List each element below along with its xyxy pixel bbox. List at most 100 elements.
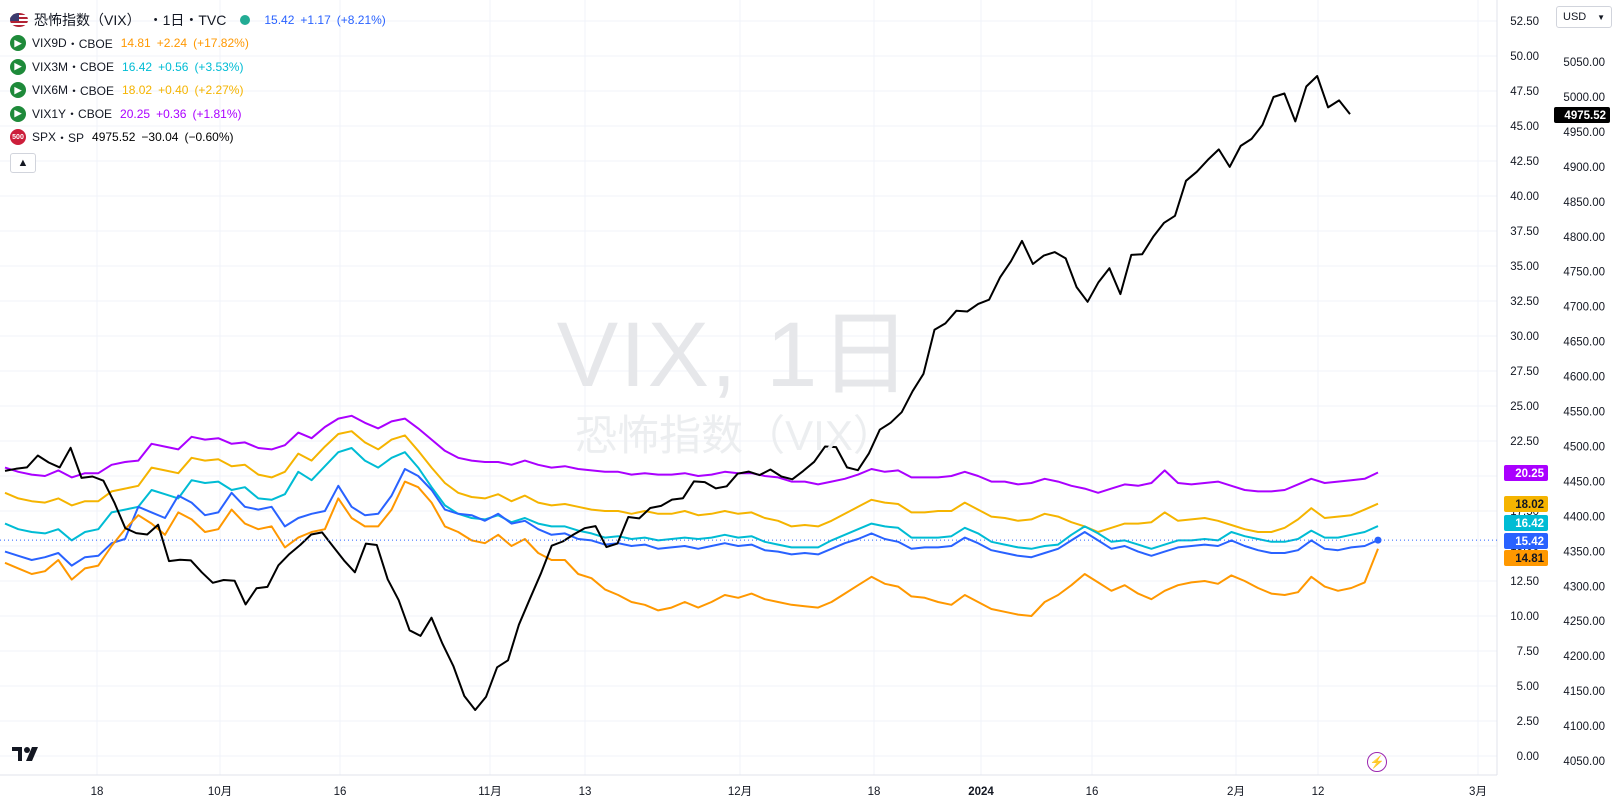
vix-tick-label: 47.50 <box>1510 86 1539 98</box>
last-value-badge-spx <box>1554 107 1610 123</box>
x-tick-label: 16 <box>334 786 347 798</box>
legend-row-vix6m[interactable]: ▶ VIX6M ・CBOE 18.02 +0.40 (+2.27%) <box>10 79 392 103</box>
cboe-icon: ▶ <box>10 35 26 52</box>
vix-tick-label: 2.50 <box>1517 716 1539 728</box>
legend-spx-price: 4975.52 <box>92 130 136 145</box>
us-flag-icon <box>10 12 28 27</box>
legend-row-vix9d[interactable]: ▶ VIX9D ・CBOE 14.81 +2.24 (+17.82%) <box>10 32 392 56</box>
chevron-up-icon: ▲ <box>17 157 29 169</box>
spx-tick-label: 4900.00 <box>1563 162 1605 174</box>
vix-tick-label: 50.00 <box>1510 51 1539 63</box>
series-line-vix3m[interactable] <box>4 447 1379 550</box>
spx-tick-label: 5000.00 <box>1563 92 1605 104</box>
x-tick-label: 18 <box>91 786 104 798</box>
currency-select[interactable]: USD ▼ <box>1556 6 1612 28</box>
last-value-label-vix1y: 20.25 <box>1515 468 1544 480</box>
x-tick-label: 18 <box>868 786 881 798</box>
main-symbol-interval: ・1日・TVC <box>148 11 227 28</box>
legend-spx-change-pct: (−0.60%) <box>184 130 234 145</box>
legend-vix3m-change-pct: (+3.53%) <box>194 59 244 74</box>
legend-vix3m-symbol: VIX3M <box>32 59 69 74</box>
vix-tick-label: 30.00 <box>1510 331 1539 343</box>
spx-tick-label: 4850.00 <box>1563 197 1605 209</box>
vix-tick-label: 45.00 <box>1510 121 1539 133</box>
last-value-label-vix3m: 16.42 <box>1515 518 1544 530</box>
series-line-spx[interactable] <box>4 75 1351 711</box>
vix-tick-label: 7.50 <box>1517 646 1539 658</box>
cboe-icon: ▶ <box>10 82 26 99</box>
last-value-label-spx: 4975.52 <box>1564 110 1606 122</box>
legend-vix9d-change-pct: (+17.82%) <box>193 36 249 51</box>
main-price: 15.42 <box>264 12 295 27</box>
last-value-label-vix6m: 18.02 <box>1515 499 1544 511</box>
watermark-symbol: VIX, 1日 <box>556 304 914 406</box>
legend-spx-change: −30.04 <box>141 130 179 145</box>
legend-vix3m-price: 16.42 <box>122 59 153 74</box>
last-value-badge-vix9d <box>1504 550 1548 566</box>
tradingview-logo-icon <box>12 747 38 761</box>
x-tick-label: 12月 <box>728 786 752 798</box>
series-line-vix9d[interactable] <box>4 480 1379 617</box>
spx-tick-label: 4100.00 <box>1563 721 1605 733</box>
last-value-badge-vix1y <box>1504 465 1548 481</box>
legend-vix3m-change: +0.56 <box>158 59 189 74</box>
market-status-icon[interactable] <box>240 14 251 25</box>
x-tick-label: 13 <box>579 786 592 798</box>
x-tick-label: 10月 <box>208 786 232 798</box>
spx-tick-label: 4750.00 <box>1563 267 1605 279</box>
spx-tick-label: 4600.00 <box>1563 372 1605 384</box>
spx-tick-label: 4200.00 <box>1563 651 1605 663</box>
x-tick-label: 16 <box>1086 786 1099 798</box>
legend-vix6m-exchange: ・CBOE <box>68 83 115 98</box>
spx-tick-label: 4350.00 <box>1563 546 1605 558</box>
series-line-vix6m[interactable] <box>4 430 1379 533</box>
main-symbol-name[interactable]: 恐怖指数（VIX） <box>34 11 141 28</box>
legend-vix1y-exchange: ・CBOE <box>66 107 113 122</box>
legend-main-row[interactable]: 恐怖指数（VIX） ・1日・TVC 15.42 +1.17 (+8.21%) <box>10 8 392 32</box>
legend-spx-symbol: SPX <box>32 130 57 145</box>
bolt-icon[interactable]: ⚡ <box>1367 752 1387 772</box>
spx-tick-label: 4500.00 <box>1563 441 1605 453</box>
vix-tick-label: 40.00 <box>1510 191 1539 203</box>
vix-tick-label: 12.50 <box>1510 576 1539 588</box>
last-value-label-vix9d: 14.81 <box>1515 553 1544 565</box>
vix-tick-label: 42.50 <box>1510 156 1539 168</box>
vix-tick-label: 35.00 <box>1510 261 1539 273</box>
spx-tick-label: 4550.00 <box>1563 407 1605 419</box>
series-line-vix1y[interactable] <box>4 414 1379 494</box>
currency-label: USD <box>1563 11 1587 23</box>
spx-tick-label: 4700.00 <box>1563 302 1605 314</box>
series-line-vix[interactable] <box>4 468 1379 567</box>
last-value-badge-vix6m <box>1504 496 1548 512</box>
legend-vix3m-exchange: ・CBOE <box>68 60 115 75</box>
legend-collapse-button[interactable]: ▲ <box>10 153 36 173</box>
vix-tick-label: 25.00 <box>1510 401 1539 413</box>
legend-vix1y-price: 20.25 <box>120 106 151 121</box>
legend-vix9d-price: 14.81 <box>120 36 151 51</box>
vix-tick-label: 5.00 <box>1517 681 1539 693</box>
legend-row-spx[interactable]: 500 SPX ・SP 4975.52 −30.04 (−0.60%) <box>10 126 392 150</box>
vix-tick-label: 22.50 <box>1510 436 1539 448</box>
legend-vix9d-exchange: ・CBOE <box>66 36 113 51</box>
cboe-icon: ▶ <box>10 58 26 75</box>
x-tick-label: 12 <box>1312 786 1325 798</box>
cboe-icon: ▶ <box>10 105 26 122</box>
legend: 恐怖指数（VIX） ・1日・TVC 15.42 +1.17 (+8.21%) ▶… <box>10 8 392 173</box>
legend-spx-exchange: ・SP <box>56 130 85 145</box>
spx-tick-label: 4150.00 <box>1563 686 1605 698</box>
watermark-name: 恐怖指数（VIX） <box>575 412 895 459</box>
legend-vix1y-symbol: VIX1Y <box>32 106 67 121</box>
vix-tick-label: 10.00 <box>1510 611 1539 623</box>
spx-tick-label: 4950.00 <box>1563 127 1605 139</box>
legend-row-vix1y[interactable]: ▶ VIX1Y ・CBOE 20.25 +0.36 (+1.81%) <box>10 102 392 126</box>
spx-tick-label: 4250.00 <box>1563 616 1605 628</box>
x-tick-label: 3月 <box>1469 786 1487 798</box>
spx-tick-label: 4400.00 <box>1563 511 1605 523</box>
chevron-down-icon: ▼ <box>1597 12 1605 22</box>
legend-vix1y-change: +0.36 <box>156 106 187 121</box>
legend-row-vix3m[interactable]: ▶ VIX3M ・CBOE 16.42 +0.56 (+3.53%) <box>10 55 392 79</box>
tradingview-logo[interactable] <box>12 746 44 767</box>
legend-vix6m-symbol: VIX6M <box>32 83 69 98</box>
